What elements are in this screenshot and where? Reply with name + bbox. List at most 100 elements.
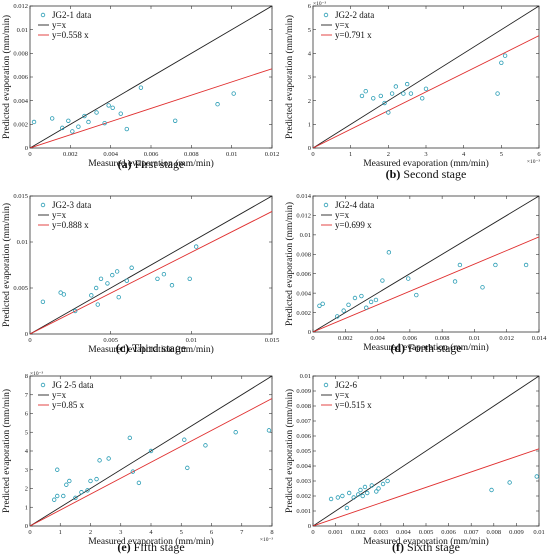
data-point bbox=[70, 129, 75, 134]
y-tick-label: 0.006 bbox=[296, 433, 311, 440]
data-point bbox=[385, 478, 390, 484]
data-point bbox=[363, 88, 368, 94]
data-point bbox=[86, 119, 91, 125]
data-point bbox=[374, 489, 379, 494]
legend-label-fit: y=0.791 x bbox=[335, 30, 372, 40]
caption-text: Second stage bbox=[400, 167, 466, 181]
x-tick-label: 0.002 bbox=[338, 335, 353, 342]
data-point bbox=[124, 278, 129, 283]
caption-letter: (e) bbox=[117, 540, 130, 554]
x-tick-label: 0.008 bbox=[486, 529, 501, 536]
data-point bbox=[495, 91, 500, 96]
data-point bbox=[457, 262, 463, 268]
panel-caption: (e) Fifth stage bbox=[117, 540, 184, 554]
legend-label-data: JG2-4 data bbox=[335, 200, 374, 210]
x-tick-label: 0 bbox=[28, 337, 31, 344]
x-tick-label: 0.004 bbox=[396, 529, 411, 536]
data-point bbox=[386, 250, 392, 255]
legend-label-fit: y=0.558 x bbox=[52, 30, 89, 40]
data-point bbox=[344, 505, 350, 511]
x-axis-label: Measured evaporation (mm/min) bbox=[363, 342, 489, 353]
data-point bbox=[341, 308, 346, 313]
data-point bbox=[523, 262, 529, 268]
data-point bbox=[89, 293, 94, 298]
caption-text: First stage bbox=[132, 157, 185, 171]
y-tick-label: 0.002 bbox=[296, 310, 311, 317]
data-point bbox=[94, 110, 99, 115]
legend-label-identity: y=x bbox=[52, 210, 67, 220]
caption-letter: (d) bbox=[390, 341, 405, 355]
data-point bbox=[118, 111, 123, 116]
x-tick-label: 2 bbox=[89, 529, 92, 536]
data-point bbox=[380, 278, 385, 283]
data-point bbox=[335, 314, 340, 319]
x-axis-label: Measured evaporation (mm/min) bbox=[88, 344, 214, 355]
legend-label-identity: y=x bbox=[335, 390, 350, 400]
data-point bbox=[320, 301, 325, 307]
x-tick-label: 0.012 bbox=[265, 151, 280, 158]
data-point bbox=[40, 299, 46, 304]
x-tick-label: 0.012 bbox=[499, 335, 514, 342]
data-point bbox=[105, 281, 110, 286]
data-point bbox=[55, 467, 60, 472]
data-point bbox=[352, 295, 358, 301]
data-point bbox=[376, 486, 381, 491]
identity-line bbox=[313, 196, 539, 332]
y-tick-multiplier: ×10⁻³ bbox=[313, 1, 327, 7]
x-tick-label: 3 bbox=[424, 151, 427, 158]
y-tick-label: 0.014 bbox=[296, 193, 311, 200]
y-tick-label: 0.008 bbox=[296, 251, 311, 258]
data-point bbox=[187, 276, 192, 281]
x-tick-label: 0.006 bbox=[441, 529, 456, 536]
data-point bbox=[480, 285, 485, 290]
legend-label-fit: y=0.699 x bbox=[335, 220, 372, 230]
legend-label-data: JG2-1 data bbox=[52, 10, 91, 20]
data-point bbox=[346, 490, 352, 496]
data-point bbox=[76, 124, 81, 129]
data-point bbox=[61, 292, 67, 297]
x-tick-label: 0.007 bbox=[464, 529, 479, 536]
y-tick-label: 0.007 bbox=[296, 418, 311, 425]
x-tick-label: 0.015 bbox=[265, 337, 280, 344]
data-point bbox=[215, 102, 220, 107]
y-tick-label: 0.003 bbox=[296, 478, 311, 485]
data-point bbox=[266, 428, 272, 433]
panel-caption: (d) Forth stage bbox=[390, 341, 461, 355]
plot-frame bbox=[29, 195, 273, 335]
x-tick-multiplier: ×10⁻³ bbox=[260, 537, 274, 543]
data-point bbox=[138, 85, 144, 90]
data-point bbox=[55, 493, 60, 499]
chart-panel-6: 0 0.001 0.002 0.003 0.004 0.005 0.006 0.007 0.00… bbox=[284, 373, 545, 554]
data-point bbox=[52, 497, 57, 502]
x-tick-label: 0 bbox=[311, 335, 314, 342]
x-tick-label: 7 bbox=[240, 529, 244, 536]
data-point bbox=[340, 493, 345, 499]
x-tick-label: 8 bbox=[270, 529, 273, 536]
legend-label-identity: y=x bbox=[52, 390, 67, 400]
y-tick-label: 0 bbox=[25, 523, 28, 530]
x-axis-label: Measured evaporation (mm/min) bbox=[363, 158, 489, 169]
x-tick-label: 4 bbox=[149, 529, 153, 536]
data-point bbox=[130, 469, 136, 474]
data-point bbox=[231, 91, 236, 96]
data-point bbox=[360, 493, 365, 499]
caption-text: Forth stage bbox=[405, 341, 462, 355]
data-point bbox=[358, 487, 363, 493]
data-point bbox=[161, 272, 167, 277]
y-axis-label: Predicted evaporation (mm/min) bbox=[1, 203, 12, 327]
data-point bbox=[116, 295, 121, 300]
y-tick-label: 0.008 bbox=[13, 51, 28, 58]
x-tick-label: 5 bbox=[180, 529, 183, 536]
data-point bbox=[493, 262, 498, 268]
data-point bbox=[88, 478, 93, 484]
x-tick-label: 0.006 bbox=[403, 335, 418, 342]
x-tick-label: 0 bbox=[311, 529, 314, 536]
plot-frame bbox=[312, 195, 540, 333]
legend-marker-data bbox=[40, 382, 46, 388]
data-point bbox=[127, 435, 133, 441]
y-tick-label: 3 bbox=[25, 467, 28, 474]
x-tick-label: 0.01 bbox=[469, 335, 480, 342]
y-tick-label: 2 bbox=[308, 98, 311, 105]
data-point bbox=[110, 105, 115, 110]
y-axis-label: Predicted evaporation (mm/min) bbox=[1, 389, 12, 513]
